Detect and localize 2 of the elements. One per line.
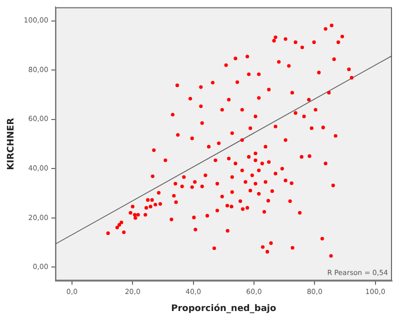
y-axis-title: KIRCHNER — [6, 118, 17, 170]
x-axis-title: Proporción_ned_bajo — [171, 302, 276, 314]
